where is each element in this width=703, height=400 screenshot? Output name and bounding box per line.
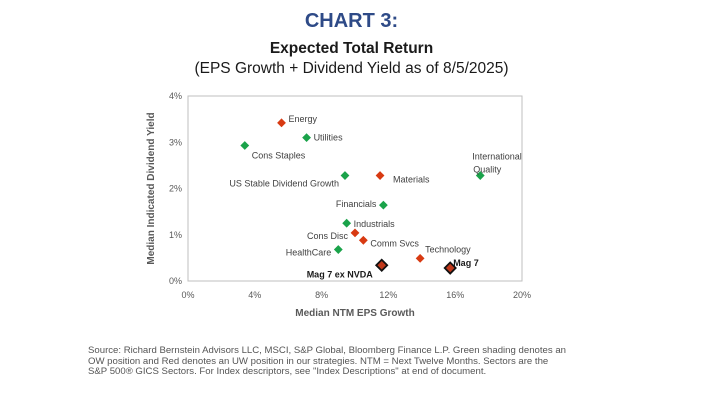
point-label: Mag 7 [453,258,479,268]
x-tick-label: 0% [181,290,194,300]
point-label: Quality [473,165,502,175]
point-label: Comm Svcs [370,238,419,248]
point-label: International [472,152,522,162]
point-marker [475,171,485,180]
point-marker [333,245,343,254]
point-label: Mag 7 ex NVDA [307,269,374,279]
point-label: Cons Disc [307,231,349,241]
y-axis-title: Median Indicated Dividend Yield [146,112,157,264]
x-tick-label: 8% [315,290,328,300]
x-axis-title: Median NTM EPS Growth [295,308,414,319]
point-marker [378,200,388,210]
point-marker [340,171,350,180]
point-marker [443,261,457,275]
point-marker [375,171,385,180]
chart-title: Expected Total Return [269,40,434,57]
point-marker [277,118,286,128]
x-tick-label: 12% [379,290,397,300]
point-marker [374,258,389,273]
x-tick-label: 16% [446,290,464,300]
source-note: Source: Richard Bernstein Advisors LLC, … [88,345,566,378]
x-tick-label: 20% [513,290,531,300]
point-marker [415,253,425,263]
plot-frame [187,95,523,282]
point-marker [342,218,352,228]
point-label: Technology [425,244,471,254]
point-label: Materials [393,175,430,185]
point-label: US Stable Dividend Growth [229,179,339,189]
point-marker [240,141,250,150]
y-tick-label: 1% [169,230,182,240]
point-marker [350,228,360,238]
point-label: Industrials [354,219,396,229]
chart-heading: CHART 3: [304,10,399,32]
y-tick-label: 2% [169,184,182,194]
point-label: HealthCare [286,248,332,258]
point-label: Energy [289,114,318,124]
y-tick-label: 3% [169,137,182,147]
point-label: Cons Staples [252,150,306,160]
y-tick-label: 4% [169,91,182,101]
x-tick-label: 4% [248,290,261,300]
point-label: Financials [336,199,377,209]
chart-subtitle: (EPS Growth + Dividend Yield as of 8/5/2… [194,60,509,77]
y-tick-label: 0% [169,276,182,286]
point-marker [302,133,311,143]
point-label: Utilities [314,133,344,143]
point-marker [358,235,368,245]
